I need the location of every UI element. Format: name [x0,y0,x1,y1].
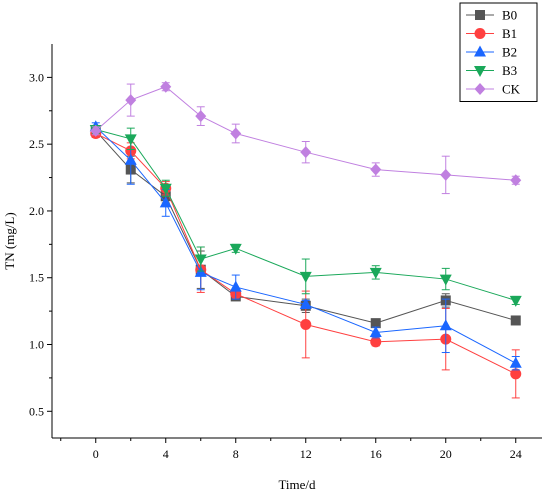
y-tick-label: 1.0 [29,338,44,352]
data-point-ck [300,146,312,159]
x-tick-label: 12 [300,447,312,461]
series-line-ck [95,86,516,181]
data-point-b1 [300,318,312,330]
legend-marker-b0 [475,10,485,20]
legend-label-b1: B1 [502,26,517,41]
legend-label-b0: B0 [502,8,517,23]
x-tick-label: 24 [510,447,522,461]
data-point-ck [90,124,102,137]
x-tick-label: 4 [163,447,169,461]
series-ck [90,80,522,195]
y-axis-title: TN (mg/L) [2,212,17,269]
legend-marker-b1 [474,28,486,39]
y-tick-label: 2.5 [29,137,44,151]
data-point-b3 [159,183,172,195]
legend-marker-b3 [474,66,486,77]
legend-label-ck: CK [502,82,521,97]
data-point-ck [510,174,522,187]
legend-marker-ck [474,83,486,95]
series-layer [89,80,522,399]
x-tick-label: 16 [370,447,382,461]
data-point-b3 [439,274,452,286]
data-point-b3 [124,134,137,146]
data-point-b3 [229,243,242,255]
legend-label-b2: B2 [502,45,517,60]
x-tick-label: 0 [93,447,99,461]
data-point-ck [230,127,242,140]
data-point-b0 [510,315,521,326]
data-point-b2 [159,196,172,208]
data-point-b3 [369,267,382,279]
data-point-ck [195,110,207,123]
data-point-b2 [299,297,312,309]
y-tick-label: 3.0 [29,70,44,84]
data-point-b1 [370,336,382,348]
x-tick-label: 20 [440,447,452,461]
data-point-b2 [124,153,137,165]
data-point-b3 [299,271,312,283]
data-point-ck [160,80,172,93]
legend-marker-b2 [474,45,486,57]
data-point-b0 [370,318,381,329]
x-axis-title: Time/d [278,477,316,492]
data-point-b3 [194,254,207,266]
data-point-b1 [510,368,522,380]
y-tick-label: 0.5 [29,404,44,418]
axes: 0 4 8 12 16 20 24 0.5 1.0 1.5 2.0 2.5 3.0 [29,44,542,461]
y-tick-label: 2.0 [29,204,44,218]
x-tick-label: 8 [233,447,239,461]
data-point-ck [125,94,137,107]
data-point-b2 [369,325,382,337]
data-point-b3 [509,295,522,307]
data-point-b2 [439,319,452,331]
data-point-ck [370,163,382,176]
data-point-ck [440,168,452,181]
data-point-b2 [229,280,242,292]
legend: B0 B1 B2 B3 CK [459,2,538,102]
data-point-b2 [509,356,522,368]
y-tick-label: 1.5 [29,271,44,285]
legend-label-b3: B3 [502,63,517,78]
